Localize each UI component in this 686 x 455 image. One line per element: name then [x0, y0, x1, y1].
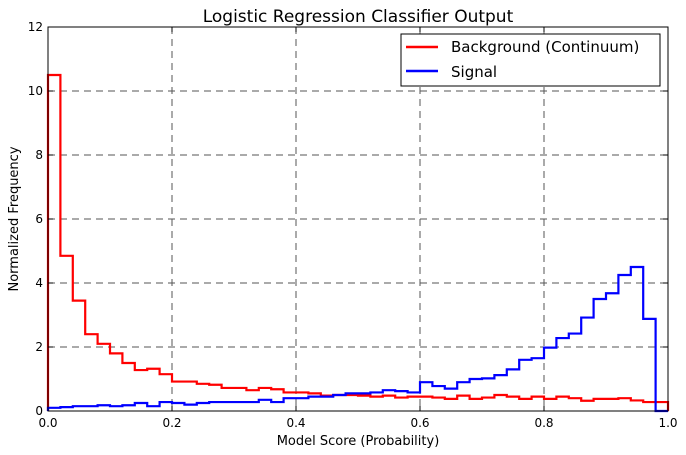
grid-lines: [48, 27, 668, 411]
y-tick-label: 10: [28, 84, 43, 98]
x-tick-label: 0.8: [534, 416, 553, 430]
y-tick-label: 4: [35, 276, 43, 290]
series-line-signal: [46, 265, 668, 413]
x-tick-label: 1.0: [658, 416, 677, 430]
legend-label-signal: Signal: [451, 63, 497, 81]
y-tick-label: 0: [35, 404, 43, 418]
y-tick-label: 12: [28, 20, 43, 34]
y-tick-label: 2: [35, 340, 43, 354]
x-axis-label: Model Score (Probability): [277, 434, 440, 449]
x-tick-label: 0.0: [38, 416, 57, 430]
x-tick-label: 0.4: [286, 416, 305, 430]
legend-label-background: Background (Continuum): [451, 38, 639, 56]
y-tick-label: 8: [35, 148, 43, 162]
legend: Background (Continuum) Signal: [400, 33, 661, 87]
y-axis-label: Normalized Frequency: [7, 146, 22, 291]
x-tick-label: 0.2: [162, 416, 181, 430]
axis-ticks: 0.0 0.2 0.4 0.6 0.8 1.0 0 2 4 6 8 10 12: [28, 20, 678, 430]
series-layer: [46, 73, 670, 413]
legend-box: [400, 33, 661, 87]
y-tick-label: 6: [35, 212, 43, 226]
series-line-background: [46, 73, 670, 411]
chart-title: Logistic Regression Classifier Output: [203, 7, 514, 27]
x-tick-label: 0.6: [410, 416, 429, 430]
